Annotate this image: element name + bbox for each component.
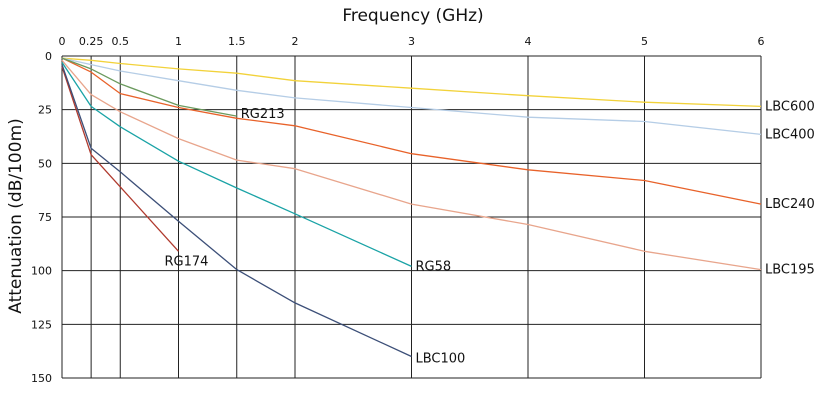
x-tick-label: 3 xyxy=(408,35,415,48)
series-lines xyxy=(61,57,762,358)
x-tick-labels: 0 0.25 0.5 1 1.5 2 3 4 5 6 xyxy=(59,35,765,48)
series-line-rg213 xyxy=(61,57,237,117)
x-tick-label: 1.5 xyxy=(228,35,246,48)
series-label-lbc100: LBC100 xyxy=(416,352,466,367)
y-axis-title: Attenuation (dB/100m) xyxy=(6,118,26,314)
grid xyxy=(61,55,762,379)
series-line-lbc400 xyxy=(61,57,762,136)
x-tick-label: 5 xyxy=(641,35,648,48)
series-line-lbc600 xyxy=(61,57,762,108)
series-line-rg58 xyxy=(61,62,412,267)
series-label-rg213: RG213 xyxy=(241,107,285,122)
series-line-rg174 xyxy=(61,66,179,252)
x-tick-label: 4 xyxy=(525,35,532,48)
x-tick-label: 0.25 xyxy=(79,35,104,48)
y-tick-label: 25 xyxy=(38,104,52,117)
x-tick-label: 0.5 xyxy=(112,35,130,48)
series-line-lbc100 xyxy=(61,64,412,358)
y-tick-labels: 0 25 50 75 100 125 150 xyxy=(31,50,52,385)
series-line-lbc195 xyxy=(61,59,762,271)
series-label-rg58: RG58 xyxy=(416,259,452,274)
y-tick-label: 150 xyxy=(31,372,52,385)
y-tick-label: 50 xyxy=(38,157,52,170)
series-label-lbc195: LBC195 xyxy=(765,263,815,278)
series-label-lbc600: LBC600 xyxy=(765,99,815,114)
series-label-lbc400: LBC400 xyxy=(765,127,815,142)
y-tick-label: 0 xyxy=(45,50,52,63)
series-label-lbc240: LBC240 xyxy=(765,197,815,212)
x-tick-label: 0 xyxy=(59,35,66,48)
series-labels: LBC600 LBC400 LBC240 LBC195 RG213 RG58 RG174 LB… xyxy=(165,99,815,366)
y-tick-label: 100 xyxy=(31,265,52,278)
x-axis-title: Frequency (GHz) xyxy=(342,6,483,26)
y-tick-label: 75 xyxy=(38,211,52,224)
series-line-lbc240 xyxy=(61,57,762,205)
x-tick-label: 6 xyxy=(758,35,765,48)
x-tick-label: 2 xyxy=(292,35,299,48)
x-tick-label: 1 xyxy=(175,35,182,48)
series-label-rg174: RG174 xyxy=(165,254,209,269)
y-tick-label: 125 xyxy=(31,318,52,331)
